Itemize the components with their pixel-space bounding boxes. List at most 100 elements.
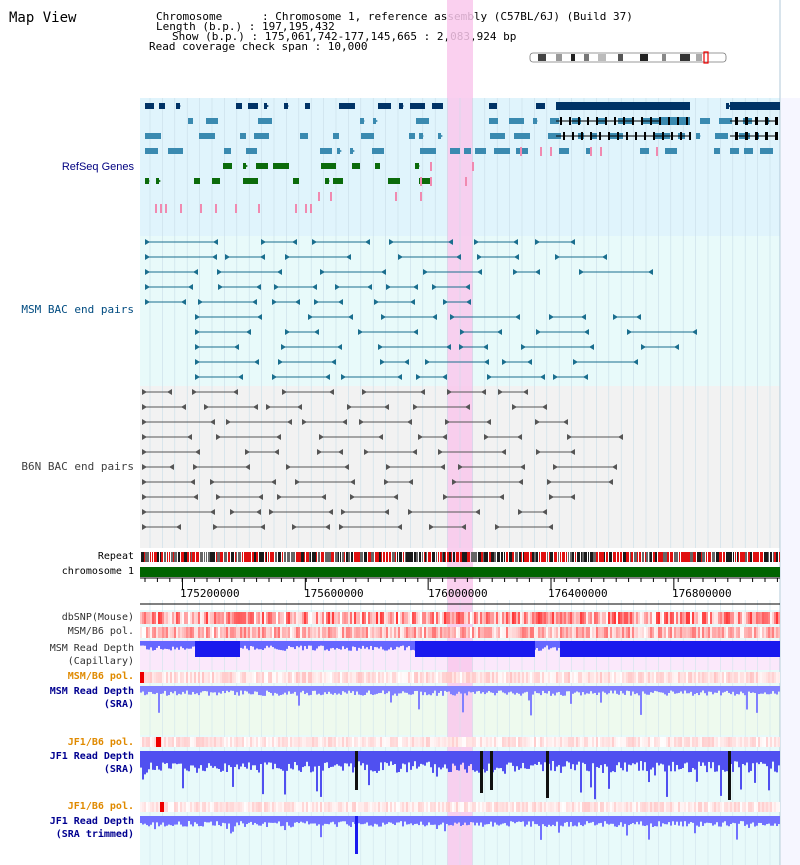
track-label-msm-bac[interactable]: MSM BAC end pairs <box>21 303 134 316</box>
read-depth-bar <box>752 816 754 823</box>
snp-density-cell <box>516 802 518 812</box>
snp-density-cell <box>606 612 608 624</box>
snp-density-cell <box>748 672 750 683</box>
snp-density-cell <box>292 802 294 812</box>
snp-density-cell <box>298 627 300 638</box>
track-label-b6n-bac[interactable]: B6N BAC end pairs <box>21 460 134 473</box>
bac-end <box>484 434 489 440</box>
read-depth-bar <box>306 751 308 762</box>
snp-density-cell <box>196 672 198 683</box>
snp-density-cell <box>602 612 604 624</box>
snp-density-cell <box>160 672 162 683</box>
snp-density-cell <box>184 627 186 638</box>
snp-density-cell <box>644 627 646 638</box>
track-label-jf1-pol2[interactable]: JF1/B6 pol. <box>67 801 134 812</box>
read-depth-bar <box>252 641 254 647</box>
snp-density-cell <box>692 612 694 624</box>
read-depth-bar <box>284 686 286 693</box>
snp-density-cell <box>188 802 190 812</box>
read-depth-bar <box>178 816 180 822</box>
snp-density-cell <box>306 802 308 812</box>
snp-density-cell <box>268 672 270 683</box>
read-depth-bar <box>362 751 364 764</box>
snp-density-cell <box>188 612 190 624</box>
repeat-feature <box>700 552 701 562</box>
read-depth-bar <box>466 686 468 696</box>
track-label-msm-pol[interactable]: MSM/B6 pol. <box>67 626 134 637</box>
read-depth-bar <box>648 686 650 695</box>
repeat-feature <box>679 552 680 562</box>
snp-density-cell <box>380 627 382 638</box>
snp-density-cell <box>164 612 166 624</box>
gene-arrow <box>194 178 199 184</box>
gene-arrow <box>212 178 217 184</box>
bac-end <box>420 389 425 395</box>
track-label-dbsnp[interactable]: dbSNP(Mouse) <box>61 612 134 623</box>
bac-end <box>256 284 261 290</box>
read-depth-bar <box>400 686 402 694</box>
read-depth-bar <box>668 751 670 766</box>
bac-end <box>648 269 653 275</box>
repeat-feature <box>720 552 722 562</box>
snp-density-cell <box>758 612 760 624</box>
snp-density-cell <box>298 672 300 683</box>
snp-density-cell <box>184 612 186 624</box>
track-label-jf1-pol[interactable]: JF1/B6 pol. <box>67 737 134 748</box>
snp-density-cell <box>654 672 656 683</box>
track-label-refseq[interactable]: RefSeq Genes <box>61 161 134 173</box>
repeat-feature <box>484 552 487 562</box>
read-depth-bar <box>518 751 520 770</box>
read-depth-bar <box>682 751 684 768</box>
read-depth-bar <box>606 816 608 824</box>
snp-density-cell <box>528 627 530 638</box>
snp-density-cell <box>208 737 210 747</box>
snp-density-cell <box>368 612 370 624</box>
snp-density-cell <box>442 612 444 624</box>
gene-arrow <box>489 118 494 124</box>
snp-density-cell <box>426 802 428 812</box>
read-depth-bar <box>246 751 248 769</box>
track-label-msm-depth-cap[interactable]: MSM Read Depth <box>49 643 134 654</box>
track-label-msm-depth-sra[interactable]: MSM Read Depth <box>49 686 134 697</box>
read-depth-bar <box>610 816 612 824</box>
read-depth-bar <box>292 816 294 827</box>
snp-density-cell <box>150 672 152 683</box>
snp-density-cell <box>686 612 688 624</box>
track-label-msm-pol2[interactable]: MSM/B6 pol. <box>67 671 134 682</box>
snp-density-cell <box>272 737 274 747</box>
read-depth-bar <box>196 816 198 824</box>
snp-density-cell <box>590 612 592 624</box>
snp-density-cell <box>614 612 616 624</box>
bac-end <box>210 479 215 485</box>
snp-density-cell <box>206 672 208 683</box>
repeat-feature <box>331 552 334 562</box>
snp-density-cell <box>448 672 450 683</box>
snp-density-cell <box>182 627 184 638</box>
snp-density-cell <box>642 672 644 683</box>
snp-density-cell <box>420 802 422 812</box>
snp-density-cell <box>714 612 716 624</box>
read-depth-bar <box>190 686 192 695</box>
gene-arrow <box>320 148 325 154</box>
snp-density-cell <box>418 612 420 624</box>
read-depth-bar <box>654 751 656 776</box>
snp-density-cell <box>560 737 562 747</box>
read-depth-bar <box>600 816 602 823</box>
read-depth-bar <box>294 686 296 692</box>
snp-density-cell <box>498 802 500 812</box>
bac-end <box>213 239 218 245</box>
snp-density-cell <box>254 672 256 683</box>
snp-density-cell <box>384 627 386 638</box>
snp-density-cell <box>334 802 336 812</box>
snp-density-cell <box>270 737 272 747</box>
snp-density-cell <box>760 802 762 812</box>
track-label-jf1-depth[interactable]: JF1 Read Depth <box>49 751 134 762</box>
snp-density-cell <box>292 612 294 624</box>
bac-end <box>193 494 198 500</box>
read-depth-bar <box>364 751 366 771</box>
snp-density-cell <box>482 612 484 624</box>
repeat-feature <box>184 552 187 562</box>
track-label-jf1-trim[interactable]: JF1 Read Depth <box>49 816 134 827</box>
snp-density-cell <box>622 612 624 624</box>
